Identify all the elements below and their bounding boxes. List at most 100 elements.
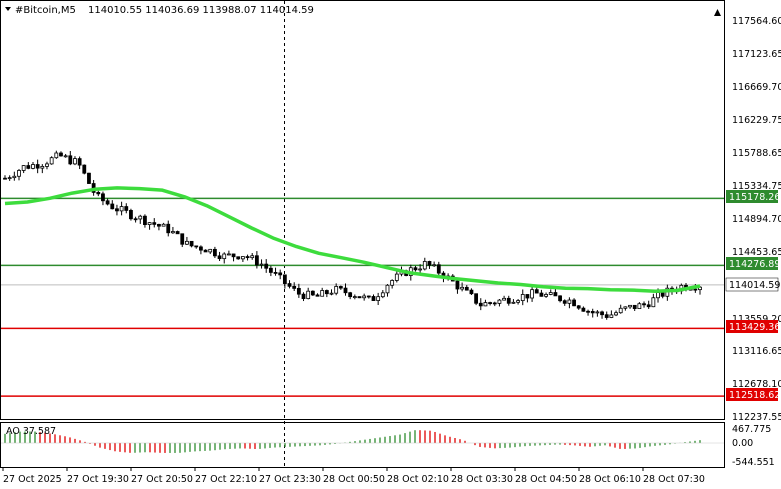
time-axis[interactable]: 27 Oct 2025 27 Oct 19:30 27 Oct 20:50 27…: [3, 474, 705, 485]
candle: [530, 285, 534, 302]
level-lines: [1, 197, 724, 397]
time-tick: 27 Oct 2025: [3, 474, 62, 485]
candle: [63, 153, 68, 158]
candle: [287, 280, 292, 289]
candle: [189, 240, 194, 248]
price-tick: 115788.65: [732, 148, 781, 159]
price-tick: 114894.70: [732, 214, 781, 225]
candle: [26, 162, 31, 170]
candle: [96, 190, 101, 197]
candle: [488, 301, 493, 306]
level-tag-4: 112518.62: [726, 388, 780, 401]
candle: [329, 289, 334, 296]
price-tick: 112678.10: [732, 379, 781, 390]
candle: [203, 249, 208, 253]
candle: [166, 220, 171, 237]
svg-text:115178.26: 115178.26: [729, 192, 780, 203]
candle: [436, 261, 441, 277]
candle: [427, 260, 432, 269]
svg-text:113429.36: 113429.36: [729, 322, 780, 333]
candle: [73, 156, 77, 166]
candle: [362, 293, 367, 301]
price-tick: 116229.75: [732, 115, 781, 126]
time-tick: 28 Oct 07:30: [643, 474, 705, 485]
time-tick: 27 Oct 19:30: [67, 474, 129, 485]
candle: [525, 294, 530, 303]
candle: [609, 310, 614, 319]
candle: [31, 161, 35, 170]
price-tick: 117564.60: [732, 16, 781, 27]
candle: [292, 282, 297, 292]
time-tick: 28 Oct 03:30: [451, 474, 513, 485]
price-tick: 112237.55: [732, 412, 781, 423]
candle: [478, 298, 483, 311]
candle: [310, 290, 315, 296]
candle: [320, 287, 325, 297]
candle: [604, 311, 609, 320]
candle: [259, 259, 264, 269]
candle: [208, 248, 213, 255]
awesome-oscillator-bars: [4, 430, 701, 453]
candle: [558, 295, 562, 303]
candle: [194, 245, 199, 249]
candle: [623, 306, 628, 311]
price-tick: 117123.65: [732, 49, 781, 60]
candle: [600, 310, 604, 319]
candle: [59, 151, 63, 157]
svg-text:114014.59: 114014.59: [729, 280, 780, 291]
candle: [115, 204, 119, 216]
candle: [35, 159, 40, 174]
candle: [492, 301, 497, 307]
candle: [77, 156, 82, 170]
candle: [576, 305, 581, 310]
candle: [54, 150, 59, 159]
candle: [82, 164, 87, 175]
time-tick: 28 Oct 00:50: [323, 474, 385, 485]
candle: [273, 267, 278, 276]
ao-tick: 0.00: [732, 438, 753, 449]
candle: [632, 304, 637, 311]
candle: [422, 257, 427, 271]
candle: [278, 269, 283, 280]
candle: [133, 216, 138, 223]
candle: [380, 290, 385, 299]
candle: [231, 253, 236, 262]
candle: [474, 293, 479, 306]
price-tick: 114453.65: [732, 247, 781, 258]
candle: [138, 214, 143, 224]
indicator-pane[interactable]: [0, 422, 725, 468]
candle: [45, 161, 49, 170]
candle: [12, 171, 17, 181]
scroll-up-arrow-icon[interactable]: [714, 9, 721, 16]
candle: [539, 289, 544, 297]
candle: [268, 265, 273, 277]
candle: [254, 251, 259, 269]
candle: [469, 288, 474, 296]
candle: [618, 304, 623, 314]
candle: [143, 214, 147, 228]
candle: [553, 288, 558, 297]
moving-average-line: [4, 186, 701, 293]
candle: [497, 298, 502, 307]
candle: [413, 265, 418, 272]
candle: [264, 259, 269, 273]
candle: [324, 289, 329, 298]
candle: [371, 294, 376, 301]
candle: [385, 284, 390, 297]
price-tick: 115334.75: [732, 181, 781, 192]
price-axis[interactable]: 117564.60 117123.65 116669.70 116229.75 …: [732, 16, 781, 423]
price-pane[interactable]: [0, 0, 725, 420]
candle: [212, 246, 217, 259]
collapse-triangle-icon[interactable]: [5, 7, 11, 11]
candle: [217, 251, 222, 261]
candle: [511, 299, 516, 304]
candle: [516, 299, 520, 305]
ao-tick: 467.775: [732, 424, 771, 435]
candle: [646, 300, 651, 309]
candle: [306, 287, 311, 300]
indicator-label: AO 37.587: [6, 426, 56, 437]
candle: [455, 279, 460, 294]
time-tick: 28 Oct 06:10: [579, 474, 641, 485]
candle: [338, 285, 343, 290]
